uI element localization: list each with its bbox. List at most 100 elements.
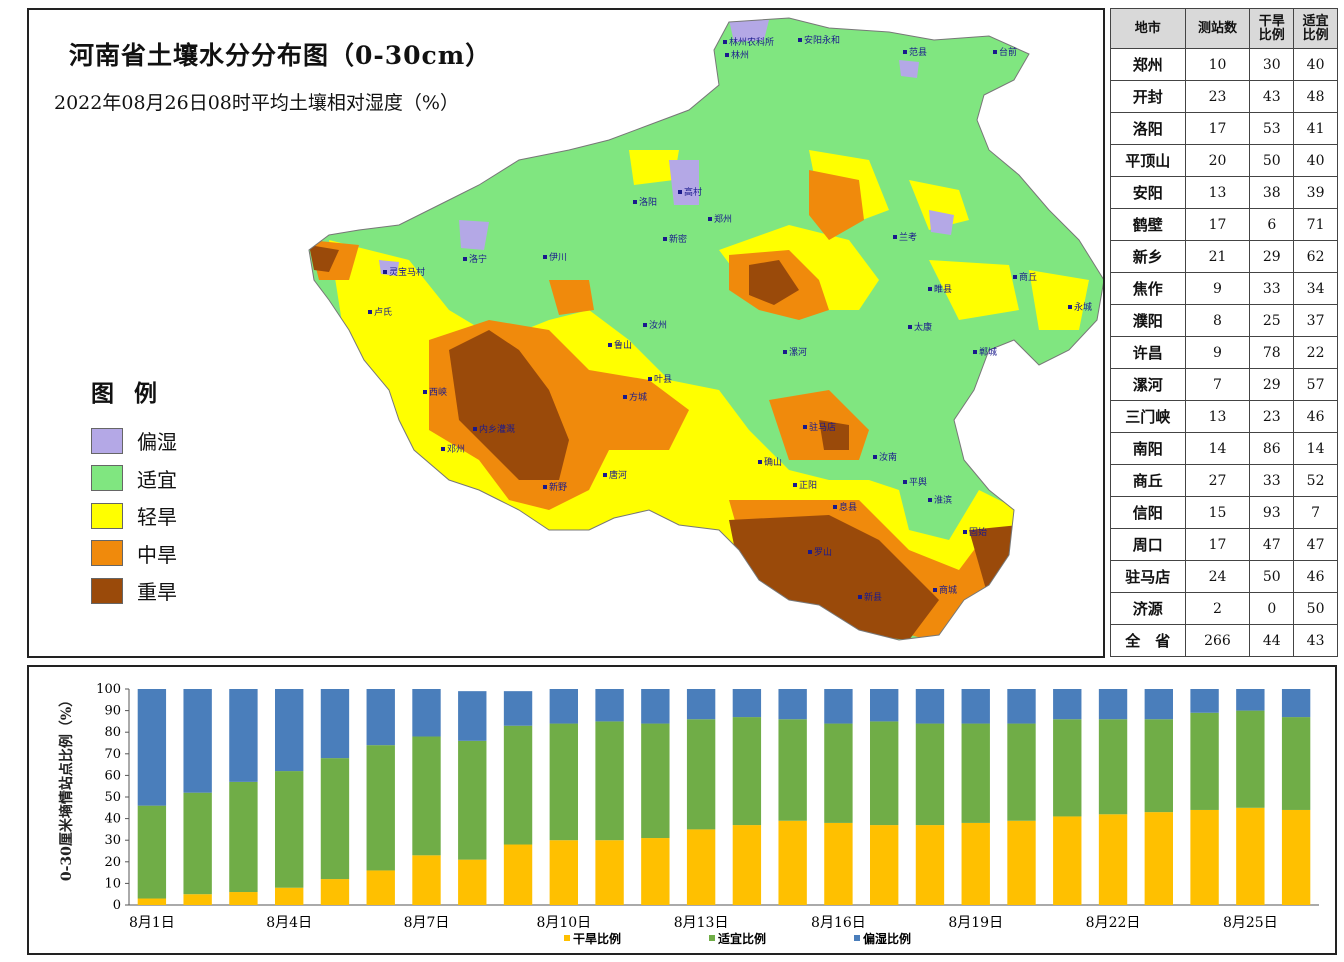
bar-segment-series-1-day-18 (961, 723, 990, 823)
bar-segment-series-0-day-9 (549, 840, 578, 905)
cell-dry: 78 (1249, 336, 1295, 369)
station-marker (678, 190, 682, 194)
cell-city: 漯河 (1110, 368, 1186, 401)
cell-suit: 57 (1293, 368, 1338, 401)
x-tick-label: 8月25日 (1223, 915, 1278, 931)
legend-label: 轻旱 (137, 505, 177, 530)
cell-dry: 53 (1249, 112, 1295, 145)
bar-segment-series-0-day-12 (686, 829, 716, 905)
bar-segment-series-0-day-18 (961, 822, 990, 905)
bar-segment-series-0-day-3 (275, 887, 304, 905)
cell-city: 洛阳 (1110, 112, 1186, 145)
y-tick-label: 80 (104, 725, 121, 740)
bar-segment-series-0-day-7 (458, 859, 487, 905)
bar-segment-series-2-day-15 (824, 689, 853, 724)
bar-segment-series-1-day-14 (778, 719, 807, 821)
table-row: 南阳 14 86 14 (1110, 432, 1338, 465)
legend-item-severe-drought: 重旱 (91, 572, 177, 610)
place-label: 息县 (839, 501, 857, 513)
bar-segment-series-1-day-0 (137, 805, 167, 899)
station-marker (903, 50, 907, 54)
cell-suit: 48 (1293, 80, 1338, 113)
table-row: 漯河 7 29 57 (1110, 368, 1338, 401)
place-label: 卢氏 (374, 306, 392, 318)
place-label: 汝州 (649, 319, 667, 331)
cell-stations: 9 (1184, 336, 1251, 369)
cell-dry: 38 (1249, 176, 1295, 209)
station-marker (973, 350, 977, 354)
cell-dry: 43 (1249, 80, 1295, 113)
cell-stations: 21 (1184, 240, 1251, 273)
y-tick-label: 70 (104, 747, 121, 762)
station-marker (623, 395, 627, 399)
cell-suit: 46 (1293, 400, 1338, 433)
table-row: 全 省 266 44 43 (1110, 624, 1338, 657)
cell-stations: 17 (1184, 112, 1251, 145)
cell-dry: 30 (1249, 48, 1295, 81)
bar-segment-series-2-day-6 (412, 689, 441, 737)
cell-stations: 13 (1184, 400, 1251, 433)
cell-city: 郑州 (1110, 48, 1186, 81)
chart-bars (137, 689, 1311, 905)
cell-suit: 39 (1293, 176, 1338, 209)
bar-segment-series-1-day-5 (366, 745, 395, 871)
place-label: 林州农科所 (729, 36, 774, 48)
cell-city: 焦作 (1110, 272, 1186, 305)
table-row: 许昌 9 78 22 (1110, 336, 1338, 369)
bar-segment-series-2-day-25 (1281, 689, 1311, 718)
place-label: 太康 (914, 321, 932, 333)
legend-swatch-light-drought (91, 502, 123, 529)
bar-segment-series-2-day-8 (503, 691, 533, 726)
cell-city: 信阳 (1110, 496, 1186, 529)
table-row: 济源 2 0 50 (1110, 592, 1338, 625)
legend-label: 偏湿 (137, 430, 177, 455)
legend-label: 中旱 (137, 542, 177, 567)
legend-swatch-suitable (91, 465, 123, 492)
station-marker (1068, 305, 1072, 309)
station-marker (833, 505, 837, 509)
chart-x-ticks: 8月1日 8月4日 8月7日 8月10日 8月13日 8月16日 8月19日 8月22日 8月2… (129, 915, 1278, 931)
bar-segment-series-0-day-23 (1190, 809, 1219, 905)
bar-segment-series-1-day-24 (1236, 710, 1265, 808)
table-row: 信阳 15 93 7 (1110, 496, 1338, 529)
x-tick-label: 8月16日 (811, 915, 866, 931)
legend-item-light-drought: 轻旱 (91, 497, 177, 535)
y-tick-label: 50 (104, 790, 121, 805)
cell-dry: 93 (1249, 496, 1295, 529)
region-wet (729, 20, 769, 42)
station-marker (803, 425, 807, 429)
bar-segment-series-2-day-12 (686, 689, 716, 720)
bar-segment-series-1-day-8 (503, 725, 533, 845)
station-marker (783, 350, 787, 354)
bar-segment-series-1-day-6 (412, 736, 441, 856)
chart-panel: 0 10 20 30 40 50 60 70 80 90 100 8月1日 8月4日 8月7日 8月10日… (27, 665, 1337, 955)
bar-segment-series-2-day-13 (732, 689, 762, 718)
bar-segment-series-1-day-17 (915, 723, 945, 826)
cell-dry: 29 (1249, 240, 1295, 273)
cell-city: 济源 (1110, 592, 1186, 625)
place-label: 淮滨 (934, 494, 952, 506)
place-label: 漯河 (789, 346, 807, 358)
bar-segment-series-2-day-9 (549, 689, 578, 724)
bar-segment-series-2-day-22 (1144, 689, 1173, 720)
cell-city: 南阳 (1110, 432, 1186, 465)
legend-label: 重旱 (137, 580, 177, 605)
bar-segment-series-1-day-2 (229, 781, 258, 893)
table-row: 驻马店 24 50 46 (1110, 560, 1338, 593)
station-marker (608, 343, 612, 347)
bar-segment-series-0-day-19 (1007, 820, 1036, 905)
bar-segment-series-2-day-17 (915, 689, 945, 724)
chart-legend: 干旱比例 适宜比例 偏湿比例 (564, 931, 911, 946)
table-row: 郑州 10 30 40 (1110, 48, 1338, 81)
place-label: 邓州 (447, 444, 465, 455)
bar-segment-series-2-day-3 (275, 689, 304, 772)
cell-dry: 6 (1249, 208, 1295, 241)
header-city: 地市 (1110, 8, 1186, 49)
cell-city: 全 省 (1110, 624, 1186, 657)
bar-segment-series-1-day-20 (1053, 719, 1082, 817)
bar-segment-series-0-day-17 (915, 825, 945, 905)
cell-stations: 2 (1184, 592, 1251, 625)
legend-marker-series-0 (564, 935, 570, 941)
cell-dry: 50 (1249, 144, 1295, 177)
